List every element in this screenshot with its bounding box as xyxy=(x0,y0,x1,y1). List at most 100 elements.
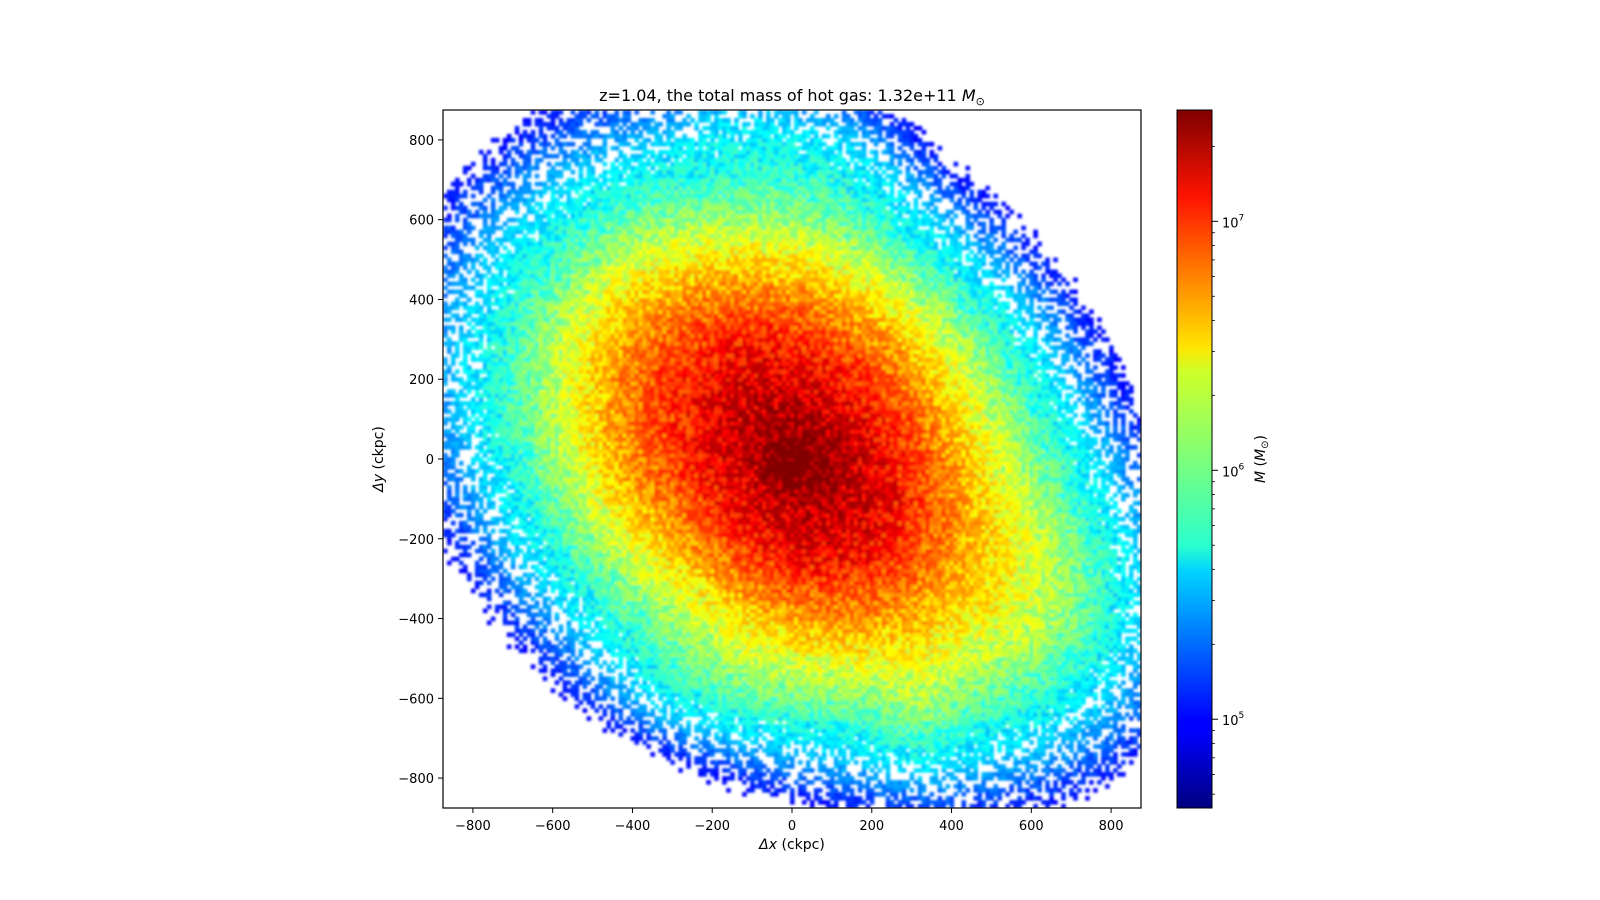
heatmap-cell xyxy=(526,209,532,215)
heatmap-cell xyxy=(618,329,624,334)
heatmap-cell xyxy=(494,185,500,191)
heatmap-cell xyxy=(534,173,540,179)
heatmap-cell xyxy=(610,528,616,534)
heatmap-cell xyxy=(486,309,492,315)
heatmap-cell xyxy=(518,580,524,586)
heatmap-cell xyxy=(443,305,448,311)
heatmap-cell xyxy=(630,325,636,330)
heatmap-cell xyxy=(450,313,456,319)
heatmap-cell xyxy=(506,417,512,422)
heatmap-cell xyxy=(443,405,448,410)
heatmap-cell xyxy=(622,117,628,123)
heatmap-cell xyxy=(550,341,556,346)
heatmap-cell xyxy=(622,389,628,394)
heatmap-cell xyxy=(562,201,568,207)
heatmap-cell xyxy=(574,524,580,530)
heatmap-cell xyxy=(630,636,636,642)
heatmap-cell xyxy=(490,313,496,319)
heatmap-cell xyxy=(578,648,584,654)
heatmap-cell xyxy=(494,249,500,255)
heatmap-cell xyxy=(514,644,520,650)
heatmap-cell xyxy=(590,532,596,538)
heatmap-cell xyxy=(454,185,460,191)
heatmap-cell xyxy=(610,417,616,422)
heatmap-cell xyxy=(586,377,592,382)
heatmap-cell xyxy=(502,457,508,462)
heatmap-cell xyxy=(498,381,504,386)
heatmap-cell xyxy=(626,476,632,482)
heatmap-cell xyxy=(518,496,524,502)
heatmap-cell xyxy=(578,492,584,498)
heatmap-cell xyxy=(518,632,524,638)
heatmap-cell xyxy=(574,277,580,283)
heatmap-cell xyxy=(578,453,584,458)
heatmap-cell xyxy=(630,317,636,322)
heatmap-cell xyxy=(594,556,600,562)
heatmap-cell xyxy=(550,285,556,291)
heatmap-cell xyxy=(534,540,540,546)
heatmap-cell xyxy=(630,321,636,326)
heatmap-cell xyxy=(578,113,584,119)
heatmap-cell xyxy=(466,305,472,311)
heatmap-cell xyxy=(530,536,536,542)
heatmap-cell xyxy=(626,464,632,470)
heatmap-cell xyxy=(578,393,584,398)
heatmap-cell xyxy=(490,377,496,382)
heatmap-cell xyxy=(602,349,608,354)
heatmap-cell xyxy=(522,460,528,466)
heatmap-cell xyxy=(590,361,596,366)
heatmap-cell xyxy=(570,213,576,219)
heatmap-cell xyxy=(622,309,628,315)
heatmap-cell xyxy=(486,361,492,366)
heatmap-cell xyxy=(486,289,492,295)
heatmap-cell xyxy=(518,381,524,386)
heatmap-cell xyxy=(514,165,520,171)
heatmap-cell xyxy=(530,433,536,438)
heatmap-cell xyxy=(586,437,592,442)
heatmap-cell xyxy=(570,241,576,247)
heatmap-cell xyxy=(526,185,532,191)
heatmap-cell xyxy=(534,449,540,454)
heatmap-cell xyxy=(614,269,620,275)
heatmap-cell xyxy=(490,548,496,554)
heatmap-cell xyxy=(562,596,568,602)
heatmap-cell xyxy=(554,241,560,247)
heatmap-cell xyxy=(602,496,608,502)
heatmap-cell xyxy=(570,552,576,558)
heatmap-cell xyxy=(534,421,540,426)
heatmap-cell xyxy=(614,576,620,582)
heatmap-cell xyxy=(602,692,608,697)
heatmap-cell xyxy=(554,141,560,147)
heatmap-cell xyxy=(478,520,484,526)
heatmap-cell xyxy=(542,429,548,434)
heatmap-cell xyxy=(570,584,576,590)
heatmap-cell xyxy=(510,321,516,326)
heatmap-cell xyxy=(546,620,552,626)
heatmap-cell xyxy=(594,425,600,430)
heatmap-cell xyxy=(550,201,556,207)
heatmap-cell xyxy=(566,405,572,410)
heatmap-cell xyxy=(590,393,596,398)
heatmap-cell xyxy=(586,329,592,334)
heatmap-cell xyxy=(538,201,544,207)
heatmap-cell xyxy=(518,397,524,402)
heatmap-cell xyxy=(506,580,512,586)
heatmap-cell xyxy=(470,309,476,315)
heatmap-cell xyxy=(590,560,596,566)
heatmap-cell xyxy=(598,624,604,630)
heatmap-cell xyxy=(554,401,560,406)
heatmap-cell xyxy=(626,157,632,163)
heatmap-cell xyxy=(610,684,616,689)
heatmap-cell xyxy=(514,169,520,175)
heatmap-cell xyxy=(566,301,572,307)
heatmap-cell xyxy=(522,177,528,183)
heatmap-cell xyxy=(506,632,512,638)
heatmap-cell xyxy=(518,453,524,458)
heatmap-cell xyxy=(530,325,536,330)
heatmap-cell xyxy=(542,552,548,558)
heatmap-cell xyxy=(570,373,576,378)
heatmap-cell xyxy=(598,345,604,350)
heatmap-cell xyxy=(570,628,576,634)
heatmap-cell xyxy=(582,277,588,283)
heatmap-cell xyxy=(466,321,472,326)
